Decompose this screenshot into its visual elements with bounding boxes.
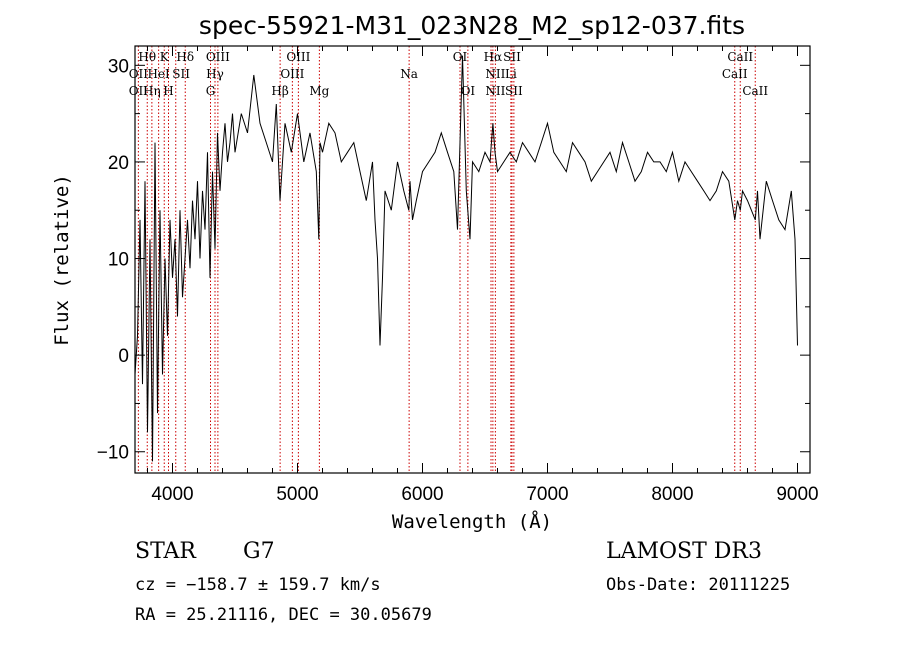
spectral-line-label: Na (400, 67, 418, 81)
spectral-line-label: Mg (309, 84, 329, 98)
spectral-line-label: CaII (727, 50, 753, 64)
spectral-line-label: Hη (143, 84, 161, 98)
observation-date: Obs-Date: 20111225 (606, 575, 790, 595)
chart-title: spec-55921-M31_023N28_M2_sp12-037.fits (199, 11, 745, 40)
redshift-cz: cz = −158.7 ± 159.7 km/s (135, 575, 381, 595)
spectral-line-label: NII (485, 84, 505, 98)
object-subclass: G7 (243, 539, 275, 564)
spectral-line-label: OIII (280, 67, 304, 81)
spectral-line-label: SII (503, 50, 521, 64)
y-tick-label: 30 (108, 56, 129, 77)
x-tick-label: 4000 (151, 484, 193, 505)
coordinates-radec: RA = 25.21116, DEC = 30.05679 (135, 605, 432, 625)
y-axis-label: Flux (relative) (51, 174, 73, 346)
spectral-line-label: OIII (206, 50, 230, 64)
spectral-line-label: CaII (722, 67, 748, 81)
y-axis-ticks: −10 0 10 20 30 (97, 56, 810, 464)
emission-lines (137, 46, 756, 473)
spectral-line-label: H (163, 84, 173, 98)
spectral-line-label: Hβ (271, 84, 288, 98)
x-axis-label: Wavelength (Å) (392, 510, 552, 533)
x-tick-label: 9000 (776, 484, 818, 505)
y-tick-label: 20 (108, 153, 129, 174)
survey-name: LAMOST DR3 (606, 539, 762, 564)
spectral-line-label: NII (485, 67, 505, 81)
spectrum-line (134, 55, 798, 462)
spectral-line-label: Hθ (138, 50, 156, 64)
x-tick-label: 6000 (401, 484, 443, 505)
spectral-line-label: OI (453, 50, 468, 64)
spectral-line-label: OII (129, 84, 149, 98)
x-axis-ticks: 4000 5000 6000 7000 8000 9000 (147, 46, 819, 505)
x-tick-label: 5000 (276, 484, 318, 505)
spectral-line-label: HeI (147, 67, 170, 81)
y-tick-label: −10 (97, 443, 129, 464)
spectral-line-label: G (206, 84, 216, 98)
spectral-line-label: OI (461, 84, 476, 98)
spectral-line-label: K (160, 50, 170, 64)
x-tick-label: 7000 (526, 484, 568, 505)
spectral-line-label: Hγ (206, 67, 224, 81)
y-tick-label: 0 (118, 346, 129, 367)
spectral-line-label: Li (505, 67, 517, 81)
spectral-line-label: OIII (286, 50, 310, 64)
spectral-line-label: Hδ (176, 50, 194, 64)
spectral-line-label: SII (172, 67, 190, 81)
spectral-line-label: Hα (484, 50, 503, 64)
object-class: STAR (135, 539, 197, 564)
x-tick-label: 8000 (651, 484, 693, 505)
spectral-line-label: CaII (742, 84, 768, 98)
y-tick-label: 10 (108, 250, 129, 271)
plot-frame (134, 45, 811, 474)
spectral-line-label: SII (505, 84, 523, 98)
spectral-line-label: OII (129, 67, 149, 81)
spectrum-series (134, 55, 798, 462)
